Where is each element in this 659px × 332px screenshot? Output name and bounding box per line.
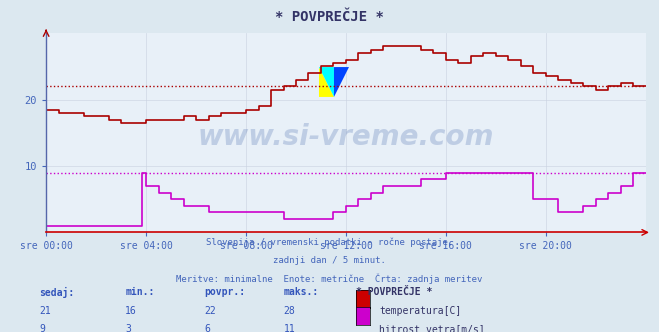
- Text: maks.:: maks.:: [283, 287, 318, 297]
- Text: 22: 22: [204, 306, 216, 316]
- Text: sedaj:: sedaj:: [40, 287, 74, 298]
- Text: 6: 6: [204, 324, 210, 332]
- Text: zadnji dan / 5 minut.: zadnji dan / 5 minut.: [273, 256, 386, 265]
- Text: Meritve: minimalne  Enote: metrične  Črta: zadnja meritev: Meritve: minimalne Enote: metrične Črta:…: [177, 274, 482, 285]
- Text: 11: 11: [283, 324, 295, 332]
- Text: * POVPREČJE *: * POVPREČJE *: [275, 10, 384, 24]
- Text: Slovenija / vremenski podatki - ročne postaje.: Slovenija / vremenski podatki - ročne po…: [206, 237, 453, 247]
- Text: 9: 9: [40, 324, 45, 332]
- Text: 3: 3: [125, 324, 131, 332]
- Text: * POVPREČJE *: * POVPREČJE *: [356, 287, 432, 297]
- Text: www.si-vreme.com: www.si-vreme.com: [198, 123, 494, 151]
- Polygon shape: [334, 67, 349, 97]
- Text: 21: 21: [40, 306, 51, 316]
- Text: 28: 28: [283, 306, 295, 316]
- Text: povpr.:: povpr.:: [204, 287, 245, 297]
- Text: min.:: min.:: [125, 287, 155, 297]
- Polygon shape: [319, 67, 334, 97]
- Text: temperatura[C]: temperatura[C]: [379, 306, 461, 316]
- Text: 16: 16: [125, 306, 137, 316]
- Polygon shape: [319, 67, 334, 97]
- Text: hitrost vetra[m/s]: hitrost vetra[m/s]: [379, 324, 484, 332]
